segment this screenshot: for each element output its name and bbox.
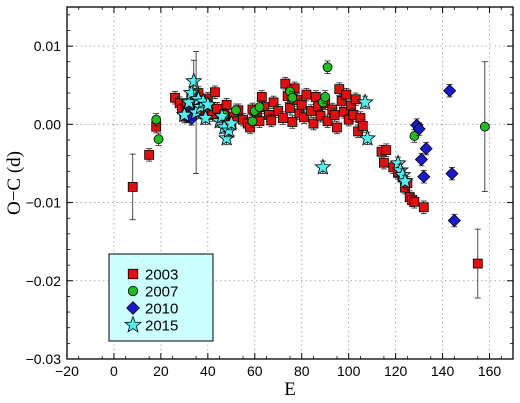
data-point-2007 bbox=[247, 116, 258, 127]
data-point-2007 bbox=[320, 92, 331, 102]
x-tick-labels: −20 0 20 40 60 80 100 120 140 160 bbox=[55, 363, 501, 379]
data-point-2003 bbox=[378, 157, 389, 168]
data-point-2015 bbox=[396, 172, 414, 189]
data-point-2003 bbox=[329, 110, 340, 120]
data-point-2003 bbox=[278, 113, 288, 123]
data-point-2003 bbox=[301, 89, 312, 100]
legend-label-2003: 2003 bbox=[145, 267, 178, 284]
data-point-2015 bbox=[196, 108, 215, 126]
data-point-2003 bbox=[381, 145, 392, 156]
data-point-2003 bbox=[332, 122, 342, 133]
data-point-2007 bbox=[254, 102, 265, 113]
grid-lines bbox=[67, 7, 513, 359]
data-point-2015 bbox=[358, 129, 377, 146]
x-axis-title: E bbox=[284, 379, 296, 400]
data-point-2003 bbox=[315, 110, 326, 121]
data-point-2003 bbox=[409, 196, 420, 207]
data-point-2015 bbox=[213, 107, 231, 124]
data-point-2003 bbox=[472, 258, 483, 269]
data-point-2003 bbox=[266, 115, 277, 126]
data-point-2003 bbox=[144, 149, 155, 160]
legend-marker-2015 bbox=[123, 315, 143, 333]
data-point-2003 bbox=[334, 84, 345, 95]
data-point-2015 bbox=[389, 154, 407, 171]
data-point-2003 bbox=[285, 103, 295, 113]
data-point-2003 bbox=[308, 118, 319, 129]
data-point-2007 bbox=[287, 92, 298, 103]
data-point-2003 bbox=[350, 94, 361, 105]
data-point-2003 bbox=[209, 87, 220, 98]
legend-label-2007: 2007 bbox=[145, 284, 178, 301]
data-point-2010 bbox=[414, 152, 429, 167]
data-point-2003 bbox=[127, 182, 138, 192]
data-point-2003 bbox=[221, 99, 232, 110]
y-tick-labels: −0.03 −0.02 −0.01 0.00 0.01 bbox=[26, 38, 62, 367]
data-point-2003 bbox=[418, 202, 429, 213]
data-point-2010 bbox=[417, 170, 431, 184]
data-point-2003 bbox=[280, 78, 291, 89]
data-point-2015 bbox=[185, 72, 203, 89]
y-tick-label: −0.03 bbox=[26, 351, 62, 367]
x-tick-label: 0 bbox=[110, 363, 118, 379]
x-tick-label: 160 bbox=[478, 363, 502, 379]
data-point-2007 bbox=[479, 121, 490, 132]
y-tick-label: 0.00 bbox=[34, 116, 61, 132]
data-point-2003 bbox=[268, 97, 279, 108]
data-point-2003 bbox=[341, 89, 352, 100]
data-point-2007 bbox=[322, 62, 333, 73]
x-tick-label: 20 bbox=[153, 363, 169, 379]
x-tick-label: 100 bbox=[337, 363, 361, 379]
x-tick-label: 140 bbox=[431, 363, 455, 379]
data-point-2007 bbox=[231, 105, 241, 116]
x-tick-label: 120 bbox=[384, 363, 408, 379]
y-tick-label: −0.01 bbox=[26, 195, 62, 211]
data-point-2015 bbox=[222, 114, 240, 131]
legend-marker-2003 bbox=[127, 268, 139, 280]
data-layer bbox=[127, 51, 490, 299]
data-point-2010 bbox=[412, 122, 426, 136]
data-point-2003 bbox=[256, 92, 267, 102]
data-point-2010 bbox=[419, 142, 433, 156]
x-tick-label: 40 bbox=[200, 363, 216, 379]
x-tick-label: −20 bbox=[55, 363, 79, 379]
data-point-2003 bbox=[287, 117, 298, 127]
legend-marker-2010 bbox=[126, 301, 140, 315]
legend-label-2010: 2010 bbox=[145, 301, 178, 318]
data-point-2010 bbox=[443, 84, 457, 98]
x-tick-label: 80 bbox=[294, 363, 310, 379]
data-point-2015 bbox=[356, 93, 374, 110]
data-point-2015 bbox=[199, 95, 217, 113]
y-tick-label: 0.01 bbox=[34, 38, 61, 54]
x-tick-label: 60 bbox=[247, 363, 263, 379]
data-point-2003 bbox=[357, 120, 368, 131]
data-point-2007 bbox=[153, 134, 164, 145]
legend-marker-2007 bbox=[127, 285, 139, 297]
y-tick-label: −0.02 bbox=[26, 273, 62, 289]
data-point-2010 bbox=[445, 167, 459, 181]
data-point-2015 bbox=[314, 158, 332, 175]
legend-box bbox=[108, 253, 214, 342]
data-point-2007 bbox=[151, 114, 162, 125]
series-2015 bbox=[175, 51, 414, 189]
data-point-2003 bbox=[296, 99, 307, 110]
y-axis-title: O−C (d) bbox=[4, 151, 25, 215]
data-point-2015 bbox=[175, 105, 194, 123]
legend-label-2015: 2015 bbox=[145, 318, 178, 335]
axis-ticks bbox=[66, 7, 513, 360]
data-point-2010 bbox=[447, 213, 461, 228]
